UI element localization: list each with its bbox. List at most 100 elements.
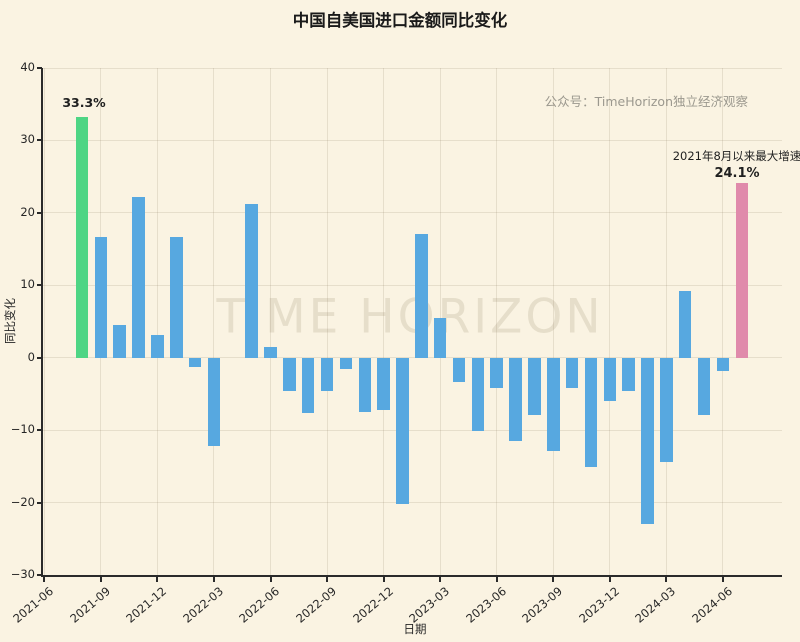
- bar-2024-05: [697, 358, 711, 416]
- v-gridline: [609, 68, 611, 575]
- x-tick-label: 2022-09: [293, 584, 340, 626]
- x-tick-mark: [99, 577, 102, 582]
- v-gridline: [665, 68, 667, 575]
- bar-2024-02: [641, 358, 654, 524]
- h-gridline: [42, 212, 782, 214]
- x-tick-mark: [721, 577, 724, 582]
- y-tick-label: 20: [20, 204, 35, 219]
- bar-2023-09: [547, 358, 560, 451]
- bar-2023-10: [565, 358, 579, 389]
- x-tick-label: 2024-06: [689, 584, 735, 626]
- bar-2022-07: [283, 358, 296, 392]
- bar-2024-06: [716, 358, 730, 372]
- bar-2022-02: [188, 358, 202, 367]
- x-tick-mark: [269, 577, 272, 582]
- bar-2021-10: [113, 325, 126, 358]
- y-axis-title: 同比变化: [3, 298, 17, 344]
- x-tick-label: 2022-12: [349, 584, 396, 626]
- x-tick-mark: [439, 577, 442, 582]
- y-tick-mark: [37, 284, 42, 287]
- bar-2022-03: [207, 358, 221, 447]
- h-gridline: [42, 139, 782, 141]
- v-gridline: [43, 68, 45, 575]
- bar-2023-04: [452, 358, 466, 382]
- bar-2023-03: [433, 318, 447, 358]
- y-tick-mark: [37, 429, 42, 432]
- x-tick-label: 2023-03: [406, 584, 453, 626]
- peak-annotation: 2021年8月以来最大增速 24.1%: [673, 148, 800, 181]
- bar-2023-08: [528, 358, 541, 416]
- v-gridline: [552, 68, 554, 575]
- v-gridline: [326, 68, 328, 575]
- bar-2022-09: [320, 358, 334, 392]
- y-tick-label: −10: [10, 422, 35, 437]
- x-tick-label: 2024-03: [632, 584, 679, 626]
- watermark: TIME HORIZON: [216, 289, 604, 345]
- bar-2023-07: [509, 358, 522, 441]
- v-gridline: [156, 68, 158, 575]
- bar-2021-12: [151, 334, 164, 358]
- x-tick-mark: [326, 577, 329, 582]
- x-tick-label: 2022-03: [180, 584, 226, 626]
- y-tick-label: −20: [10, 494, 35, 509]
- x-tick-mark: [156, 577, 159, 582]
- y-tick-mark: [37, 356, 42, 359]
- h-gridline: [42, 502, 782, 504]
- bar-2024-03: [660, 358, 673, 462]
- x-tick-mark: [495, 577, 498, 582]
- x-tick-label: 2021-09: [67, 584, 113, 626]
- bar-2022-06: [264, 347, 277, 358]
- y-tick-label: 30: [20, 132, 35, 147]
- bar-2024-07: [735, 183, 748, 358]
- v-gridline: [496, 68, 498, 575]
- bar-2022-11: [358, 358, 371, 412]
- x-tick-mark: [665, 577, 668, 582]
- bar-2022-05: [245, 204, 258, 358]
- x-tick-label: 2021-06: [10, 584, 57, 626]
- h-gridline: [42, 67, 782, 69]
- bar-2023-06: [490, 358, 503, 389]
- bar-2024-01: [622, 358, 635, 391]
- y-tick-mark: [37, 139, 42, 142]
- x-tick-mark: [212, 577, 215, 582]
- v-gridline: [270, 68, 271, 575]
- first-bar-value-label: 33.3%: [62, 95, 106, 110]
- x-tick-mark: [382, 577, 385, 582]
- y-tick-mark: [37, 501, 42, 504]
- x-tick-label: 2023-09: [519, 584, 566, 626]
- v-gridline: [383, 68, 385, 575]
- peak-annotation-value: 24.1%: [714, 166, 760, 181]
- y-tick-label: 40: [20, 60, 35, 74]
- y-tick-label: 0: [27, 349, 35, 364]
- bar-2024-04: [678, 290, 692, 358]
- bar-2023-05: [471, 358, 485, 432]
- y-tick-mark: [37, 211, 42, 214]
- bar-2023-02: [415, 234, 428, 358]
- y-tick-label: 10: [20, 277, 35, 292]
- bar-2022-10: [339, 358, 353, 369]
- y-tick-mark: [37, 574, 42, 577]
- x-tick-label: 2023-12: [575, 584, 622, 626]
- bar-2021-08: [75, 116, 89, 358]
- x-tick-mark: [608, 577, 611, 582]
- y-tick-label: −30: [10, 567, 35, 582]
- h-gridline: [42, 284, 782, 286]
- bar-2023-12: [603, 358, 617, 401]
- bar-2022-01: [170, 237, 183, 358]
- bar-2022-12: [377, 358, 390, 411]
- x-tick-label: 2022-06: [236, 584, 283, 626]
- x-axis-spine: [41, 575, 782, 577]
- y-tick-mark: [37, 67, 42, 69]
- v-gridline: [722, 68, 724, 575]
- x-tick-label: 2023-06: [462, 584, 509, 626]
- peak-annotation-text: 2021年8月以来最大增速: [672, 149, 800, 163]
- chart-title: 中国自美国进口金额同比变化: [292, 11, 508, 30]
- x-tick-mark: [43, 577, 46, 582]
- bar-2022-08: [301, 358, 315, 414]
- bar-2021-09: [94, 237, 108, 358]
- v-gridline: [213, 68, 215, 575]
- x-tick-label: 2021-12: [123, 584, 170, 626]
- y-axis-spine: [41, 68, 43, 577]
- h-gridline: [42, 357, 782, 359]
